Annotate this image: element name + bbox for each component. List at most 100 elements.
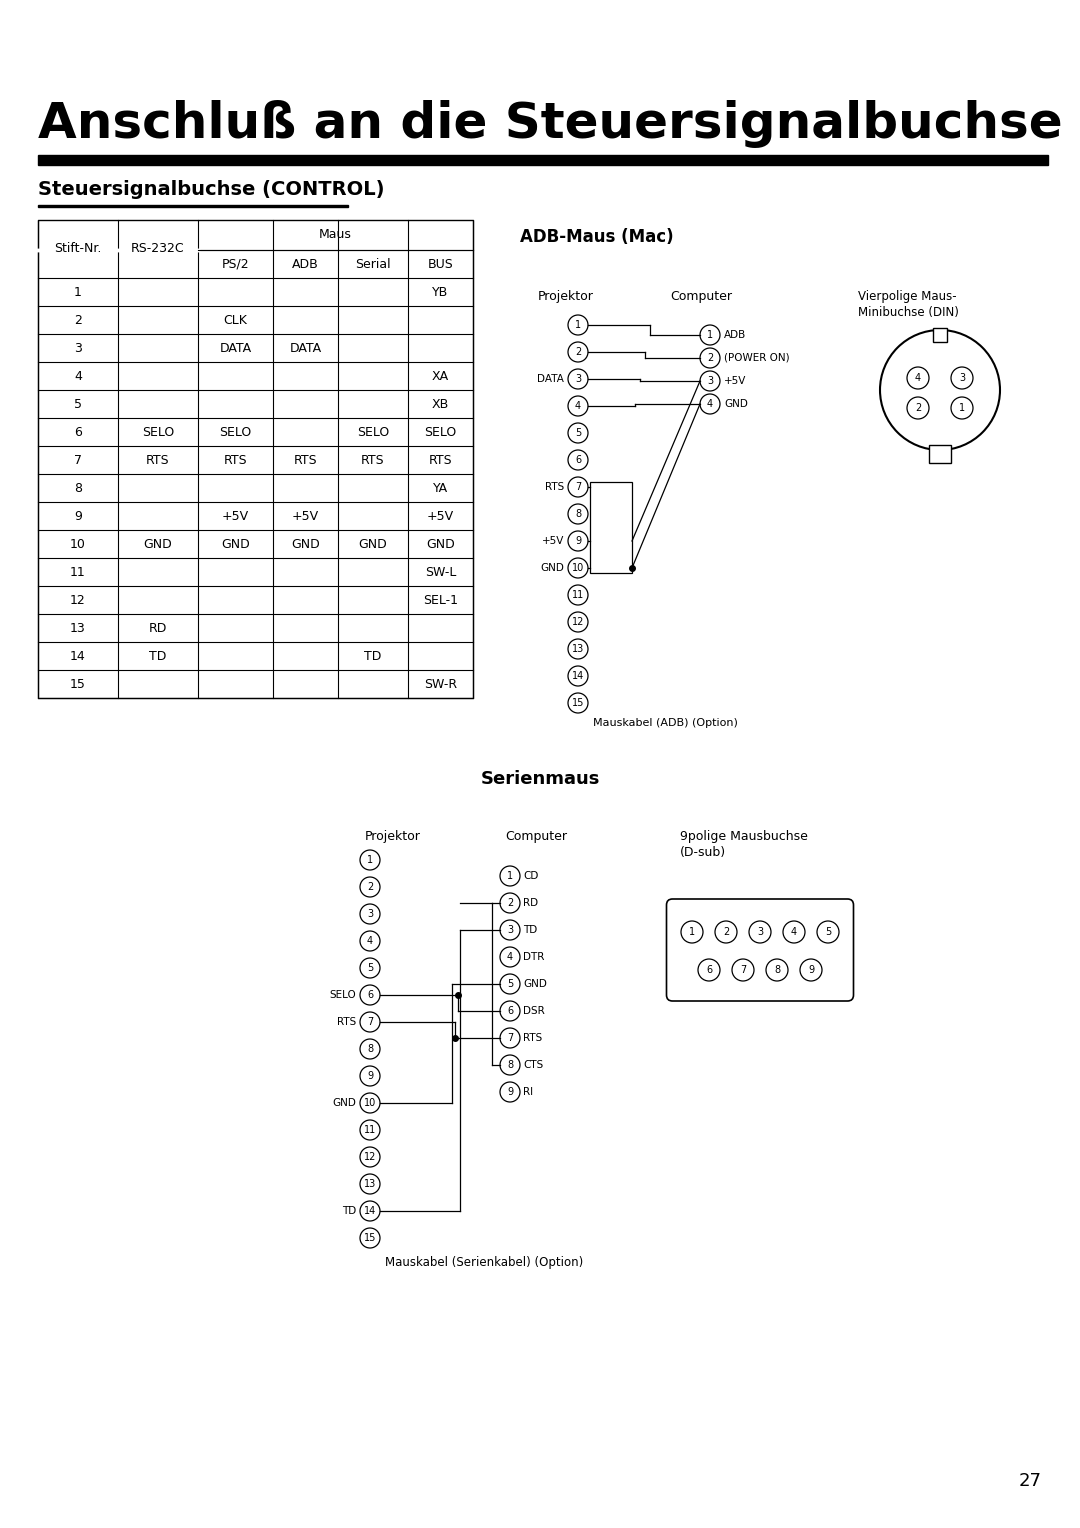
Text: GND: GND (540, 562, 564, 573)
Text: 2: 2 (367, 882, 373, 892)
Text: 10: 10 (572, 562, 584, 573)
Text: 27: 27 (1020, 1471, 1042, 1490)
Text: GND: GND (333, 1099, 356, 1108)
Text: 13: 13 (364, 1180, 376, 1189)
Text: 2: 2 (75, 313, 82, 327)
Text: 3: 3 (507, 924, 513, 935)
Text: 8: 8 (774, 966, 780, 975)
Text: +5V: +5V (292, 509, 319, 523)
Text: 11: 11 (572, 590, 584, 601)
Text: DTR: DTR (523, 952, 544, 963)
Text: YB: YB (432, 286, 448, 298)
Text: 15: 15 (364, 1233, 376, 1242)
Text: TD: TD (149, 649, 166, 663)
Bar (38, 154, 1048, 165)
Text: Serial: Serial (355, 258, 391, 270)
Text: GND: GND (221, 538, 249, 550)
Text: XA: XA (432, 370, 449, 382)
Text: 9: 9 (808, 966, 814, 975)
Text: 1: 1 (959, 403, 966, 413)
Text: 7: 7 (507, 1033, 513, 1044)
Text: 2: 2 (707, 353, 713, 364)
Text: 9: 9 (367, 1071, 373, 1080)
Text: +5V: +5V (542, 536, 564, 545)
Text: RTS: RTS (294, 454, 318, 466)
Text: RI: RI (523, 1086, 534, 1097)
Text: RTS: RTS (523, 1033, 542, 1044)
Bar (929, 445, 951, 463)
Text: 4: 4 (75, 370, 82, 382)
Text: 11: 11 (70, 565, 86, 579)
Text: 7: 7 (740, 966, 746, 975)
Text: Mauskabel (ADB) (Option): Mauskabel (ADB) (Option) (593, 718, 738, 727)
Text: RD: RD (149, 622, 167, 634)
Text: 5: 5 (367, 963, 373, 973)
Text: GND: GND (144, 538, 173, 550)
Text: 5: 5 (507, 979, 513, 989)
Text: YA: YA (433, 481, 448, 495)
Text: 5: 5 (575, 428, 581, 439)
Text: 6: 6 (575, 455, 581, 465)
Text: 14: 14 (364, 1206, 376, 1216)
Text: GND: GND (724, 399, 747, 410)
Text: 7: 7 (575, 481, 581, 492)
Text: 1: 1 (75, 286, 82, 298)
Text: 13: 13 (572, 643, 584, 654)
Text: GND: GND (523, 979, 546, 989)
Text: 2: 2 (575, 347, 581, 358)
Text: 10: 10 (364, 1099, 376, 1108)
Text: 5: 5 (825, 927, 832, 937)
Text: 2: 2 (507, 898, 513, 908)
Text: 6: 6 (706, 966, 712, 975)
Text: TD: TD (341, 1206, 356, 1216)
Text: SELO: SELO (329, 990, 356, 999)
Text: 8: 8 (575, 509, 581, 520)
Text: 14: 14 (572, 671, 584, 681)
Text: XB: XB (432, 397, 449, 411)
Text: SELO: SELO (141, 425, 174, 439)
Text: ADB-Maus (Mac): ADB-Maus (Mac) (519, 228, 674, 246)
Text: 9polige Mausbuchse: 9polige Mausbuchse (680, 830, 808, 843)
Text: 15: 15 (571, 698, 584, 707)
Text: 7: 7 (367, 1018, 373, 1027)
Text: Computer: Computer (670, 290, 732, 303)
Bar (933, 329, 947, 342)
Text: 10: 10 (70, 538, 86, 550)
Text: SELO: SELO (424, 425, 457, 439)
Text: GND: GND (292, 538, 320, 550)
Text: PS/2: PS/2 (221, 258, 249, 270)
Text: 4: 4 (791, 927, 797, 937)
Text: +5V: +5V (221, 509, 249, 523)
Text: 6: 6 (75, 425, 82, 439)
Text: 1: 1 (689, 927, 696, 937)
Text: (D-sub): (D-sub) (680, 847, 726, 859)
Text: Mauskabel (Serienkabel) (Option): Mauskabel (Serienkabel) (Option) (384, 1256, 583, 1268)
Text: RTS: RTS (146, 454, 170, 466)
Text: RTS: RTS (337, 1018, 356, 1027)
Text: TD: TD (364, 649, 381, 663)
Text: SELO: SELO (219, 425, 252, 439)
Text: BUS: BUS (428, 258, 454, 270)
Text: 9: 9 (507, 1086, 513, 1097)
Text: 4: 4 (915, 373, 921, 384)
Text: 8: 8 (367, 1044, 373, 1054)
Text: ADB: ADB (724, 330, 746, 341)
Text: RTS: RTS (224, 454, 247, 466)
Text: 4: 4 (575, 400, 581, 411)
Text: 2: 2 (723, 927, 729, 937)
Text: +5V: +5V (724, 376, 746, 387)
Text: 1: 1 (367, 856, 373, 865)
Text: 1: 1 (507, 871, 513, 882)
Text: SEL-1: SEL-1 (423, 593, 458, 607)
Text: 14: 14 (70, 649, 86, 663)
Text: 12: 12 (571, 617, 584, 626)
Text: 3: 3 (575, 374, 581, 384)
Text: 7: 7 (75, 454, 82, 466)
Bar (38, 220, 473, 698)
Text: 4: 4 (707, 399, 713, 410)
Text: (POWER ON): (POWER ON) (724, 353, 789, 364)
Text: +5V: +5V (427, 509, 454, 523)
Text: DATA: DATA (219, 341, 252, 354)
Text: 12: 12 (364, 1152, 376, 1161)
Bar (38, 205, 348, 206)
